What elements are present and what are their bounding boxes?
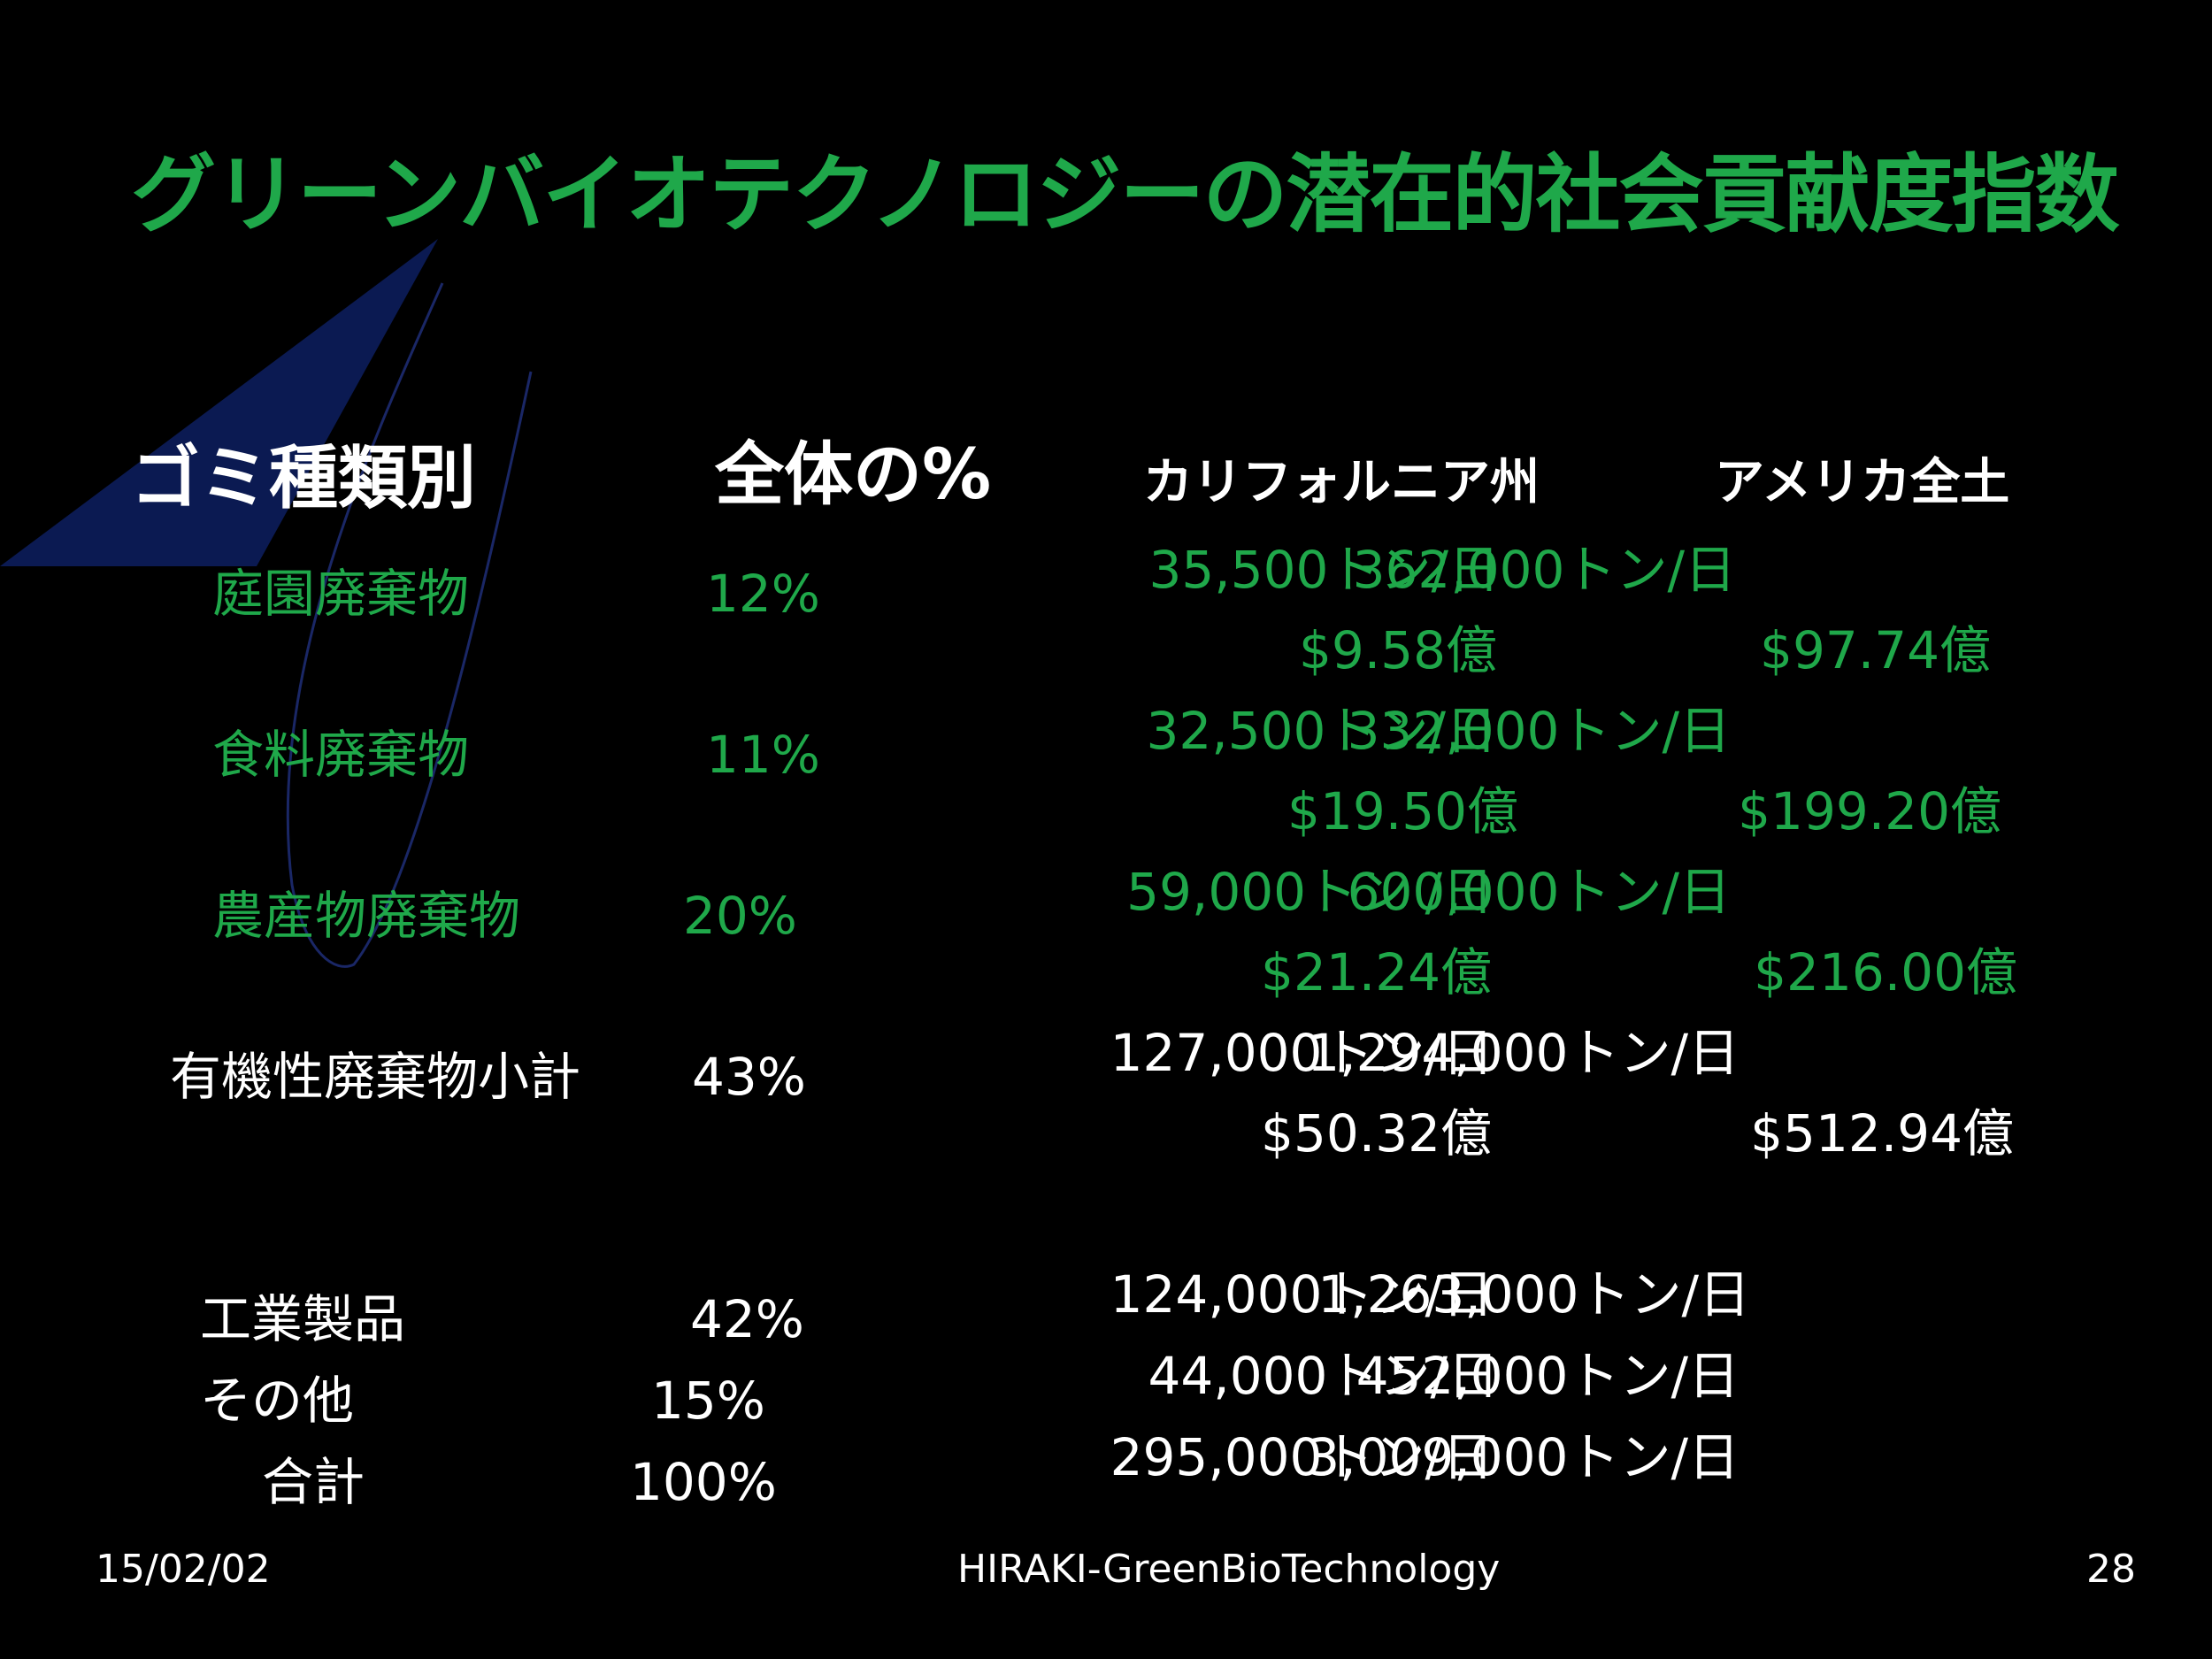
row-organic-subtotal-ca-tons: 127,000トン/日 <box>1110 1023 1494 1083</box>
row-total-percent: 100% <box>630 1452 777 1512</box>
row-food-us-tons: 332,000トン/日 <box>1347 701 1731 761</box>
row-garden-ca-tons: 35,500トン/日 <box>1148 540 1501 600</box>
row-organic-subtotal-category: 有機性廃棄物小計 <box>170 1047 581 1107</box>
row-agri-ca-tons: 59,000トン /日 <box>1126 862 1494 922</box>
row-industrial-us-tons: 1,263,000トン/日 <box>1317 1264 1750 1325</box>
row-total-category: 合計 <box>262 1452 365 1512</box>
row-food-category: 食料廃棄物 <box>212 725 470 785</box>
row-agri-category: 農産物廃棄物 <box>212 886 521 946</box>
row-other-category: その他 <box>200 1371 355 1431</box>
row-food-ca-value: $19.50億 <box>1287 781 1518 841</box>
row-other-ca-tons: 44,000トン/日 <box>1148 1346 1500 1406</box>
row-total-ca-tons: 295,000トン/日 <box>1110 1427 1494 1487</box>
footer-page-number: 28 <box>2086 1547 2136 1592</box>
row-organic-subtotal-ca-value: $50.32億 <box>1261 1103 1492 1164</box>
row-garden-us-tons: 362,000トン/日 <box>1352 540 1736 600</box>
row-industrial-ca-tons: 124,000トン/日 <box>1110 1264 1494 1325</box>
footer-date: 15/02/02 <box>96 1547 271 1592</box>
row-agri-us-value: $216.00億 <box>1754 942 2017 1002</box>
row-garden-ca-value: $9.58億 <box>1298 620 1497 680</box>
row-agri-ca-value: $21.24億 <box>1261 942 1492 1002</box>
row-organic-subtotal-us-tons: 1,294,000トン/日 <box>1307 1023 1740 1083</box>
footer-center-text: HIRAKI-GreenBioTechnology <box>957 1547 1501 1592</box>
row-food-percent: 11% <box>706 725 820 785</box>
row-garden-category: 庭園廃棄物 <box>212 564 470 624</box>
row-garden-percent: 12% <box>706 564 820 624</box>
row-industrial-category: 工業製品 <box>200 1289 406 1349</box>
row-agri-us-tons: 600,000トン/日 <box>1347 862 1731 922</box>
row-total-us-tons: 3,009,000トン/日 <box>1307 1427 1740 1487</box>
header-california: カリフォルニア州 <box>1143 454 1540 511</box>
row-food-us-value: $199.20億 <box>1738 781 2001 841</box>
row-other-percent: 15% <box>651 1371 765 1431</box>
faint-arc-shape <box>286 282 533 968</box>
header-category: ゴミ種類別 <box>131 439 477 518</box>
row-organic-subtotal-us-value: $512.94億 <box>1750 1103 2014 1164</box>
row-garden-us-value: $97.74億 <box>1760 620 1991 680</box>
header-percent: 全体の% <box>715 435 992 515</box>
row-other-us-tons: 452,000トン/日 <box>1356 1346 1740 1406</box>
row-organic-subtotal-percent: 43% <box>692 1047 806 1107</box>
row-industrial-percent: 42% <box>690 1289 804 1349</box>
row-agri-percent: 20% <box>683 886 797 946</box>
row-food-ca-tons: 32,500トン/日 <box>1146 701 1498 761</box>
header-usa: アメリカ全土 <box>1715 454 2010 511</box>
navy-wedge-shape <box>0 239 438 566</box>
slide-title: グリーンバイオテクノロジーの潜在的社会貢献度指数 <box>131 145 2119 244</box>
